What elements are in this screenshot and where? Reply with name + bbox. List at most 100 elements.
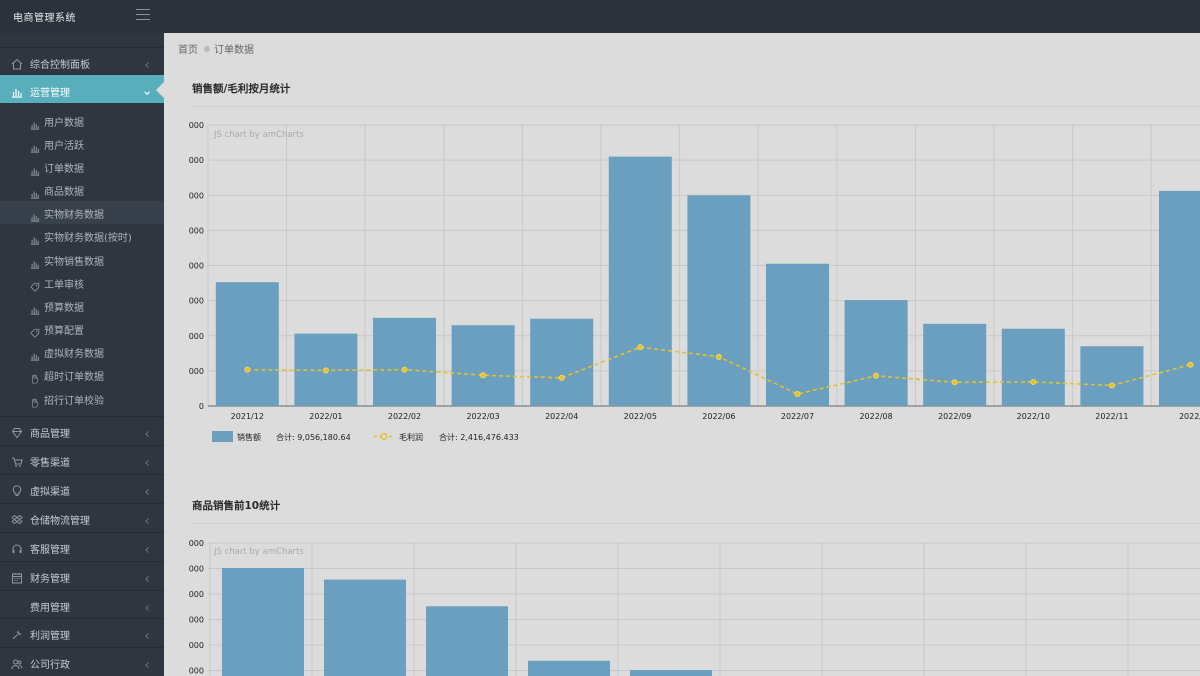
sidebar-subitem[interactable]: 订单数据 bbox=[0, 155, 164, 178]
legend-sales-label[interactable]: 销售额 bbox=[237, 432, 261, 442]
product-sales-bar[interactable] bbox=[426, 606, 508, 676]
lightbulb-icon bbox=[11, 482, 23, 496]
profit-point[interactable] bbox=[1187, 361, 1194, 368]
x-tick-label: 2022/09 bbox=[938, 412, 971, 421]
sidebar-item[interactable]: 费用管理 bbox=[0, 590, 164, 618]
y-tick-label: 000 bbox=[189, 616, 204, 625]
sidebar-item-label: 公司行政 bbox=[30, 660, 70, 671]
sidebar-item-label: 客服管理 bbox=[30, 545, 70, 556]
sidebar-item[interactable]: 客服管理 bbox=[0, 532, 164, 560]
drop-icon bbox=[11, 598, 23, 610]
sidebar-subitem[interactable]: 虚拟财务数据 bbox=[0, 340, 164, 363]
sidebar-item[interactable]: 利润管理 bbox=[0, 618, 164, 646]
sales-bar[interactable] bbox=[1159, 190, 1200, 406]
sidebar-item[interactable]: 公司行政 bbox=[0, 647, 164, 675]
sidebar-item[interactable]: 综合控制面板 bbox=[0, 47, 164, 75]
product-sales-bar[interactable] bbox=[222, 568, 304, 676]
y-tick-label: 000 bbox=[189, 156, 204, 165]
profit-point[interactable] bbox=[1030, 378, 1037, 385]
sales-bar[interactable] bbox=[530, 318, 594, 406]
sales-bar[interactable] bbox=[608, 156, 672, 406]
profit-point[interactable] bbox=[873, 372, 880, 379]
sidebar-subitem-label: 预算配置 bbox=[44, 326, 84, 337]
x-tick-label: 2022/01 bbox=[309, 412, 342, 421]
legend-profit-total: 合计: 2,416,476.433 bbox=[439, 432, 519, 442]
legend-profit-marker bbox=[380, 433, 388, 441]
sidebar-item[interactable]: 运营管理 bbox=[0, 75, 164, 103]
product-sales-bar[interactable] bbox=[324, 579, 406, 676]
sidebar-item[interactable]: 仓储物流管理 bbox=[0, 503, 164, 531]
profit-point[interactable] bbox=[401, 366, 408, 373]
sidebar: 综合控制面板运营管理商品管理 零售渠道 虚拟渠道 仓储物流管理客服管理财务管理费用管理… bbox=[0, 33, 164, 676]
sidebar-subitem-label: 预算数据 bbox=[44, 303, 84, 314]
sidebar-subitem[interactable]: 预算数据 bbox=[0, 294, 164, 317]
sidebar-item-label: 费用管理 bbox=[30, 603, 70, 614]
profit-point[interactable] bbox=[715, 353, 722, 360]
sales-bar[interactable] bbox=[687, 195, 751, 406]
y-tick-label: 000 bbox=[189, 297, 204, 306]
x-tick-label: 2022/07 bbox=[781, 412, 814, 421]
chevron-down-icon bbox=[143, 83, 151, 96]
sales-bar[interactable] bbox=[1001, 328, 1065, 406]
home-icon bbox=[11, 55, 23, 70]
y-tick-label: 000 bbox=[189, 667, 204, 676]
sidebar-item[interactable]: 虚拟渠道 bbox=[0, 474, 164, 502]
bar-chart-icon bbox=[30, 230, 40, 245]
sales-bar[interactable] bbox=[1080, 346, 1144, 406]
top10-chart-divider bbox=[192, 523, 1200, 524]
sidebar-subitem[interactable]: 超时订单数据 bbox=[0, 363, 164, 386]
profit-point[interactable] bbox=[480, 372, 487, 379]
sales-bar[interactable] bbox=[923, 323, 987, 406]
sidebar-subitem-label: 商品数据 bbox=[44, 187, 84, 198]
menu-toggle-icon[interactable] bbox=[136, 9, 150, 21]
y-tick-label: 000 bbox=[189, 565, 204, 574]
sidebar-item[interactable]: 商品管理 bbox=[0, 416, 164, 444]
y-tick-label: 000 bbox=[189, 262, 204, 271]
sidebar-subitem[interactable]: 用户数据 bbox=[0, 109, 164, 132]
sidebar-subitem[interactable]: 实物财务数据(按时) bbox=[0, 224, 164, 247]
sales-bar[interactable] bbox=[451, 325, 515, 406]
profit-point[interactable] bbox=[1108, 382, 1115, 389]
sidebar-item[interactable]: 财务管理 bbox=[0, 561, 164, 589]
sales-bar[interactable] bbox=[373, 317, 436, 406]
bar-chart-icon bbox=[30, 184, 40, 199]
product-sales-bar[interactable] bbox=[630, 670, 712, 676]
profit-point[interactable] bbox=[558, 374, 565, 381]
profit-point[interactable] bbox=[794, 391, 801, 398]
legend-profit-label[interactable]: 毛利润 bbox=[399, 432, 423, 442]
sidebar-subitem[interactable]: 工单审核 bbox=[0, 271, 164, 294]
sidebar-item-label: 运营管理 bbox=[30, 88, 70, 99]
profit-point[interactable] bbox=[244, 366, 251, 373]
profit-point[interactable] bbox=[637, 344, 644, 351]
app-title: 电商管理系统 bbox=[13, 13, 76, 24]
sales-bar[interactable] bbox=[766, 263, 829, 406]
tag-icon bbox=[30, 277, 40, 292]
sales-bar[interactable] bbox=[844, 300, 908, 406]
sidebar-subitem-label: 实物销售数据 bbox=[44, 257, 104, 268]
product-sales-bar[interactable] bbox=[528, 660, 610, 676]
y-tick-label: 000 bbox=[189, 367, 204, 376]
legend-sales-swatch bbox=[212, 431, 233, 442]
sidebar-subitem[interactable]: 招行订单校验 bbox=[0, 387, 164, 410]
chevron-left-icon bbox=[143, 482, 151, 495]
profit-point[interactable] bbox=[951, 379, 958, 386]
sidebar-subitem[interactable]: 实物销售数据 bbox=[0, 248, 164, 271]
profit-point[interactable] bbox=[322, 367, 329, 374]
breadcrumb-home[interactable]: 首页 bbox=[178, 45, 198, 56]
headset-icon bbox=[11, 540, 23, 553]
sidebar-item[interactable]: 零售渠道 bbox=[0, 445, 164, 473]
sidebar-subitem[interactable]: 商品数据 bbox=[0, 178, 164, 201]
breadcrumb: 首页 订单数据 bbox=[178, 41, 254, 56]
dropbox-icon bbox=[11, 511, 23, 525]
sidebar-subitem[interactable]: 用户活跃 bbox=[0, 132, 164, 155]
chart-legend: 销售额 合计: 9,056,180.64 毛利润 合计: 2,416,476.433 bbox=[212, 431, 519, 442]
sales-bar[interactable] bbox=[215, 282, 279, 406]
sidebar-subitem[interactable]: 实物财务数据 bbox=[0, 201, 164, 224]
sidebar-subitem-label: 招行订单校验 bbox=[44, 396, 104, 407]
chart-watermark: JS chart by amCharts bbox=[213, 547, 304, 557]
sidebar-subitem-label: 用户数据 bbox=[44, 118, 84, 129]
breadcrumb-separator-icon bbox=[204, 46, 210, 52]
sidebar-subitem[interactable]: 预算配置 bbox=[0, 317, 164, 340]
monthly-chart-title: 销售额/毛利按月统计 bbox=[192, 83, 291, 95]
